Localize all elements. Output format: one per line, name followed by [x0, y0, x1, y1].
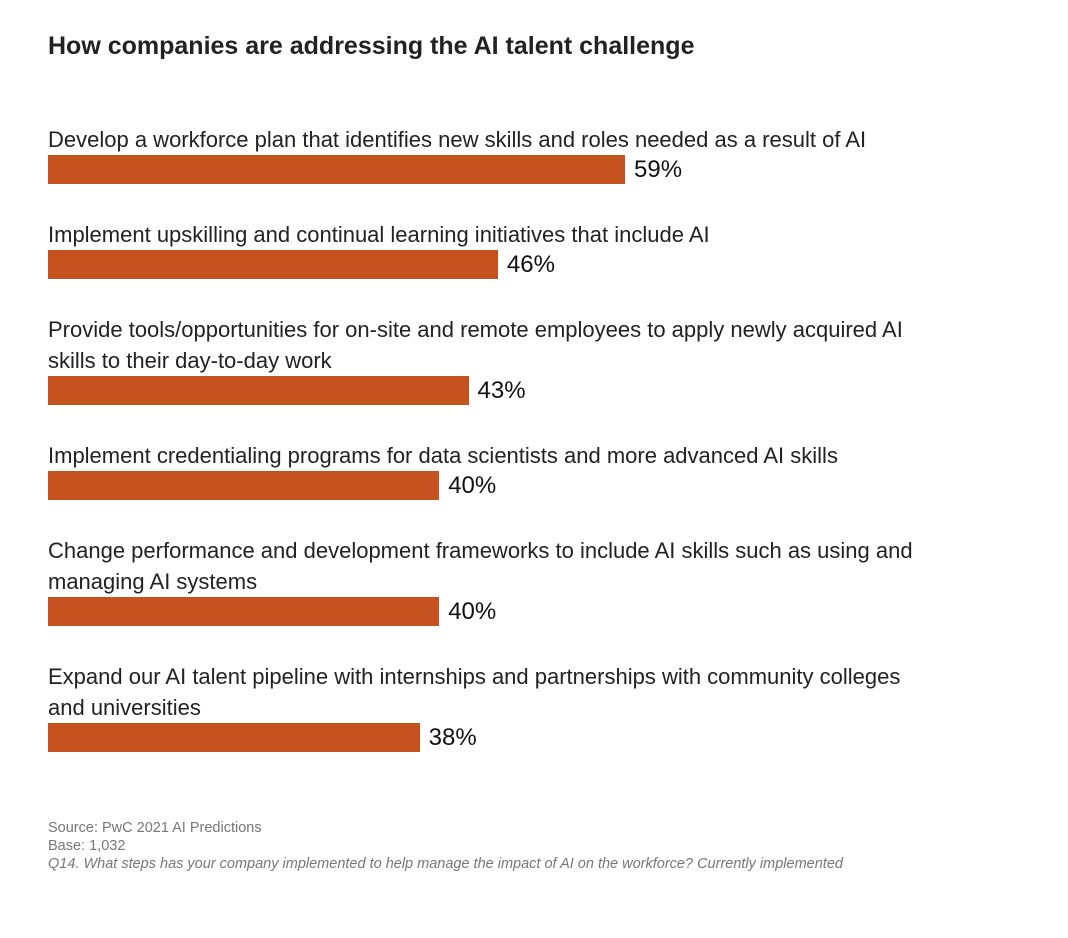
chart-footer: Source: PwC 2021 AI Predictions Base: 1,…	[48, 819, 843, 873]
category-label: Implement credentialing programs for dat…	[48, 443, 838, 468]
bar	[48, 250, 498, 279]
value-label: 46%	[506, 251, 555, 278]
category-label: Provide tools/opportunities for on-site …	[48, 317, 903, 342]
bar-item: Implement credentialing programs for dat…	[48, 440, 1048, 500]
category-label: Expand our AI talent pipeline with inter…	[48, 664, 901, 689]
bar-item: Change performance and development frame…	[48, 535, 1048, 626]
source-note: Source: PwC 2021 AI Predictions	[48, 820, 262, 836]
value-label: 40%	[448, 472, 497, 499]
chart-title: How companies are addressing the AI tale…	[48, 32, 695, 60]
value-label: 38%	[428, 724, 477, 751]
category-label: Change performance and development frame…	[48, 538, 913, 563]
value-label: 59%	[634, 156, 683, 183]
question-note: Q14. What steps has your company impleme…	[48, 856, 843, 872]
category-label: Develop a workforce plan that identifies…	[48, 127, 867, 152]
base-note: Base: 1,032	[48, 838, 126, 854]
bar	[48, 597, 440, 626]
value-label: 40%	[448, 598, 497, 625]
bar	[48, 471, 440, 500]
bar	[48, 723, 420, 752]
bar	[48, 376, 469, 405]
bar-item: Provide tools/opportunities for on-site …	[48, 314, 1048, 405]
category-label: Implement upskilling and continual learn…	[48, 222, 710, 247]
category-label: and universities	[48, 695, 201, 720]
category-label: skills to their day-to-day work	[48, 348, 332, 373]
bar-item: Develop a workforce plan that identifies…	[48, 124, 1048, 184]
bar-chart: Develop a workforce plan that identifies…	[48, 124, 1048, 787]
bar	[48, 155, 626, 184]
value-label: 43%	[477, 377, 526, 404]
bar-item: Implement upskilling and continual learn…	[48, 219, 1048, 279]
category-label: managing AI systems	[48, 569, 258, 594]
bar-item: Expand our AI talent pipeline with inter…	[48, 661, 1048, 752]
